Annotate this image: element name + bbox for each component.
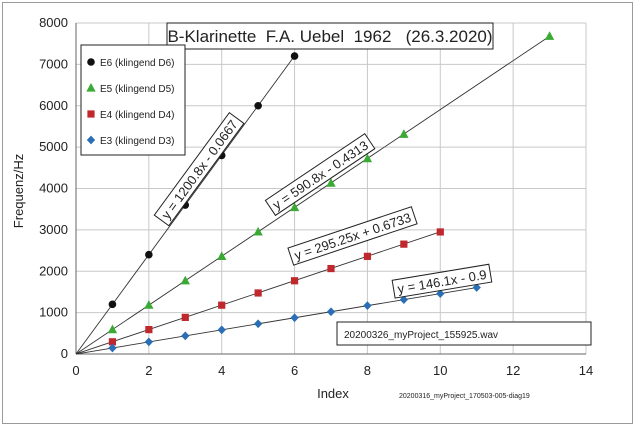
data-point xyxy=(436,289,445,298)
chart-title: B-Klarinette F.A. Uebel 1962 (26.3.2020) xyxy=(167,27,492,46)
data-point xyxy=(363,301,372,311)
chart-title-box: B-Klarinette F.A. Uebel 1962 (26.3.2020) xyxy=(166,22,494,50)
chart-frame: 0 2 4 6 8 10 12 14 0 1000 2000 3000 4000 5000 6000 7000… xyxy=(2,2,633,424)
data-point xyxy=(362,153,373,163)
data-point xyxy=(399,129,409,138)
footnote: 20200316_myProject_170503-005-diag19 xyxy=(399,393,530,400)
axes: 0 2 4 6 8 10 12 14 0 1000 2000 3000 4000 5000 6000 7000… xyxy=(39,15,593,378)
data-point xyxy=(326,307,336,317)
x-tick-label: 8 xyxy=(364,363,371,378)
data-point xyxy=(144,337,154,347)
x-tick-label: 0 xyxy=(72,363,79,378)
data-point xyxy=(472,283,481,292)
data-point xyxy=(144,300,154,309)
legend-label: E6 (klingend D6) xyxy=(100,58,174,69)
legend-marker xyxy=(87,58,95,66)
legend: E6 (klingend D6) E5 (klingend D5) E4 (klin… xyxy=(80,44,186,156)
data-point xyxy=(254,101,262,110)
equation-label: y = 295.25x + 0.6733 xyxy=(287,206,418,266)
data-point xyxy=(180,275,190,285)
legend-label: E3 (klingend D3) xyxy=(100,136,174,147)
data-point xyxy=(145,325,153,334)
equation-labels: y = 1200.8x - 0.0667 y = 590.8x - 0.4313y… xyxy=(153,112,493,299)
trendline xyxy=(75,287,477,355)
equation-box xyxy=(264,133,376,217)
equation-text: y = 295.25x + 0.6733 xyxy=(292,210,413,263)
legend-marker xyxy=(86,82,96,92)
data-point xyxy=(181,313,189,321)
y-tick-label: 8000 xyxy=(39,15,68,30)
data-point xyxy=(108,343,117,353)
data-point xyxy=(217,251,227,260)
data-point xyxy=(399,295,409,305)
x-tick-label: 2 xyxy=(145,363,152,378)
x-tick-label: 14 xyxy=(579,363,593,378)
y-tick-label: 0 xyxy=(61,346,68,361)
data-point xyxy=(254,289,262,297)
equation-box xyxy=(287,206,418,266)
data-points xyxy=(107,31,555,353)
y-tick-label: 6000 xyxy=(39,98,68,113)
data-point xyxy=(290,313,299,323)
y-tick-label: 1000 xyxy=(39,305,68,320)
y-tick-label: 4000 xyxy=(39,181,68,196)
x-tick-label: 6 xyxy=(291,363,298,378)
data-point xyxy=(400,240,408,248)
x-tick-label: 12 xyxy=(506,363,520,378)
data-point xyxy=(108,300,117,309)
data-point xyxy=(290,277,299,285)
y-tick-label: 3000 xyxy=(39,222,68,237)
data-point xyxy=(145,250,153,259)
data-point xyxy=(326,178,336,187)
x-axis-label: Index xyxy=(317,386,349,401)
filename-text: 20200326_myProject_155925.wav xyxy=(344,330,498,341)
data-point xyxy=(218,301,226,309)
y-tick-label: 7000 xyxy=(39,56,68,71)
data-point xyxy=(290,52,299,60)
data-point xyxy=(253,226,263,236)
data-point xyxy=(363,252,372,260)
legend-marker xyxy=(87,110,95,118)
data-point xyxy=(289,202,300,212)
data-point xyxy=(253,319,263,329)
data-point xyxy=(107,324,118,334)
legend-label: E4 (klingend D4) xyxy=(100,110,174,121)
y-tick-label: 2000 xyxy=(39,263,68,278)
equation-text: y = 590.8x - 0.4313 xyxy=(270,138,371,213)
data-point xyxy=(217,325,226,335)
data-point xyxy=(544,31,555,40)
legend-marker xyxy=(86,135,96,145)
trendline xyxy=(75,35,550,355)
legend-label: E5 (klingend D5) xyxy=(100,84,174,95)
equation-box xyxy=(391,263,493,299)
data-point xyxy=(181,331,190,341)
chart-svg: 0 2 4 6 8 10 12 14 0 1000 2000 3000 4000 5000 6000 7000… xyxy=(11,15,593,401)
equation-label: y = 590.8x - 0.4313 xyxy=(264,133,376,217)
filename-box: 20200326_myProject_155925.wav xyxy=(336,321,592,346)
y-tick-label: 5000 xyxy=(39,139,68,154)
x-tick-label: 4 xyxy=(218,363,225,378)
data-point xyxy=(436,228,444,236)
equation-box xyxy=(153,112,245,227)
data-point xyxy=(327,264,335,273)
x-tick-label: 10 xyxy=(433,363,447,378)
y-axis-label: Frequenz/Hz xyxy=(11,154,26,228)
